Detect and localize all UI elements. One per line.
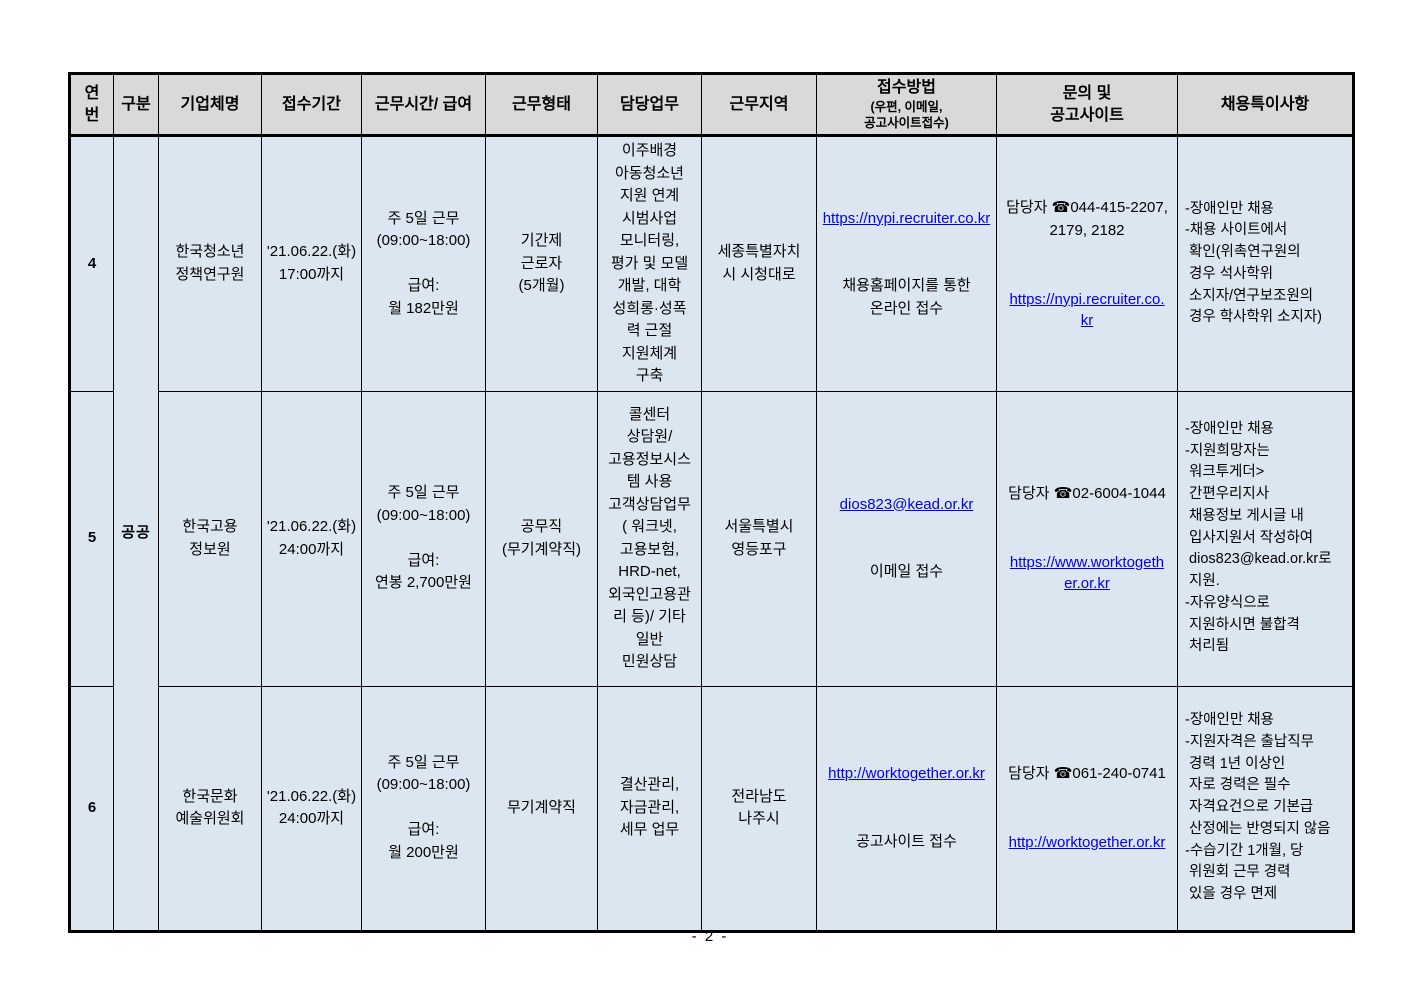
apply-site-link[interactable]: https://nypi.recruiter.co.kr <box>822 209 991 227</box>
cell-region: 세종특별자치 시 시청대로 <box>701 135 817 392</box>
inquiry-site-link[interactable]: https://www.worktogether.or.kr <box>1009 554 1165 592</box>
cell-duty: 이주배경 아동청소년 지원 연계 시범사업 모니터링, 평가 및 모델 개발, … <box>597 135 702 392</box>
cell-hours-pay: 주 5일 근무 (09:00~18:00) 급여: 연봉 2,700만원 <box>361 390 486 687</box>
cell-special-notes: -장애인만 채용 -지원희망자는 워크투게더> 간편우리지사 채용정보 게시글 … <box>1177 390 1354 687</box>
cell-period: '21.06.22.(화) 24:00까지 <box>261 390 362 687</box>
contact-phone-line: 담당자 ☎044-415-2207, 2179, 2182 <box>1006 199 1168 239</box>
header-row: 연 번 구분 기업체명 접수기간 근무시간/ 급여 근무형태 담당업무 근무지역… <box>69 73 1354 137</box>
apply-method-text: 채용홈페이지를 통한 온라인 접수 <box>842 277 971 317</box>
cell-duty: 콜센터 상담원/ 고용정보시스 템 사용 고객상담업무 ( 워크넷, 고용보험,… <box>597 390 702 687</box>
cell-inquiry: 담당자 ☎02-6004-1044 https://www.worktogeth… <box>996 390 1178 687</box>
cell-category: 공공 <box>113 135 159 932</box>
apply-header-main: 접수방법 <box>877 79 936 97</box>
col-header-duty: 담당업무 <box>597 73 702 137</box>
cell-apply-method: dios823@kead.or.kr 이메일 접수 <box>816 390 997 687</box>
apply-site-link[interactable]: http://worktogether.or.kr <box>828 765 985 782</box>
job-listings-table: 연 번 구분 기업체명 접수기간 근무시간/ 급여 근무형태 담당업무 근무지역… <box>68 72 1355 933</box>
page-number: - 2 - <box>691 928 729 945</box>
apply-method-text: 공고사이트 접수 <box>856 832 957 850</box>
cell-special-notes: -장애인만 채용 -지원자격은 출납직무 경력 1년 이상인 자로 경력은 필수… <box>1177 685 1354 932</box>
table-row-6: 6 한국문화 예술위원회 '21.06.22.(화) 24:00까지 주 5일 … <box>69 685 1354 932</box>
table-row-5: 5 한국고용 정보원 '21.06.22.(화) 24:00까지 주 5일 근무… <box>69 390 1354 687</box>
inquiry-site-link[interactable]: http://worktogether.or.kr <box>1008 834 1166 851</box>
col-header-work-type: 근무형태 <box>485 73 598 137</box>
cell-period: '21.06.22.(화) 24:00까지 <box>261 685 362 932</box>
cell-special-notes: -장애인만 채용 -채용 사이트에서 확인(위촉연구원의 경우 석사학위 소지자… <box>1177 135 1354 392</box>
apply-email-link[interactable]: dios823@kead.or.kr <box>839 495 974 513</box>
table-row-4: 4 공공 한국청소년 정책연구원 '21.06.22.(화) 17:00까지 주… <box>69 135 1354 932</box>
cell-no: 5 <box>69 390 114 687</box>
cell-no: 6 <box>69 685 114 932</box>
cell-apply-method: https://nypi.recruiter.co.kr 채용홈페이지를 통한 … <box>816 135 997 392</box>
col-header-no: 연 번 <box>69 73 114 137</box>
cell-inquiry: 담당자 ☎044-415-2207, 2179, 2182 https://ny… <box>996 135 1178 392</box>
cell-apply-method: http://worktogether.or.kr 공고사이트 접수 <box>816 685 997 932</box>
cell-duty: 결산관리, 자금관리, 세무 업무 <box>597 685 702 932</box>
cell-company: 한국문화 예술위원회 <box>158 685 262 932</box>
inquiry-site-link[interactable]: https://nypi.recruiter.co.kr <box>1009 290 1165 329</box>
col-header-hours-pay: 근무시간/ 급여 <box>361 73 486 137</box>
cell-region: 서울특별시 영등포구 <box>701 390 817 687</box>
cell-work-type: 기간제 근로자 (5개월) <box>485 135 598 392</box>
cell-period: '21.06.22.(화) 17:00까지 <box>261 135 362 392</box>
cell-work-type: 무기계약직 <box>485 685 598 932</box>
cell-work-type: 공무직 (무기계약직) <box>485 390 598 687</box>
col-header-notes: 채용특이사항 <box>1177 73 1354 137</box>
col-header-company: 기업체명 <box>158 73 262 137</box>
cell-no: 4 <box>69 135 114 392</box>
col-header-apply-method: 접수방법 (우편, 이메일, 공고사이트접수) <box>816 73 997 137</box>
col-header-region: 근무지역 <box>701 73 817 137</box>
cell-inquiry: 담당자 ☎061-240-0741 http://worktogether.or… <box>996 685 1178 932</box>
cell-company: 한국청소년 정책연구원 <box>158 135 262 392</box>
cell-hours-pay: 주 5일 근무 (09:00~18:00) 급여: 월 200만원 <box>361 685 486 932</box>
cell-company: 한국고용 정보원 <box>158 390 262 687</box>
apply-method-text: 이메일 접수 <box>869 563 944 580</box>
cell-region: 전라남도 나주시 <box>701 685 817 932</box>
col-header-period: 접수기간 <box>261 73 362 137</box>
apply-header-sub: (우편, 이메일, 공고사이트접수) <box>864 100 949 131</box>
col-header-inquiry: 문의 및 공고사이트 <box>996 73 1178 137</box>
contact-phone-line: 담당자 ☎02-6004-1044 <box>1008 485 1166 502</box>
contact-phone-line: 담당자 ☎061-240-0741 <box>1008 765 1166 782</box>
col-header-category: 구분 <box>113 73 159 137</box>
cell-hours-pay: 주 5일 근무 (09:00~18:00) 급여: 월 182만원 <box>361 135 486 392</box>
